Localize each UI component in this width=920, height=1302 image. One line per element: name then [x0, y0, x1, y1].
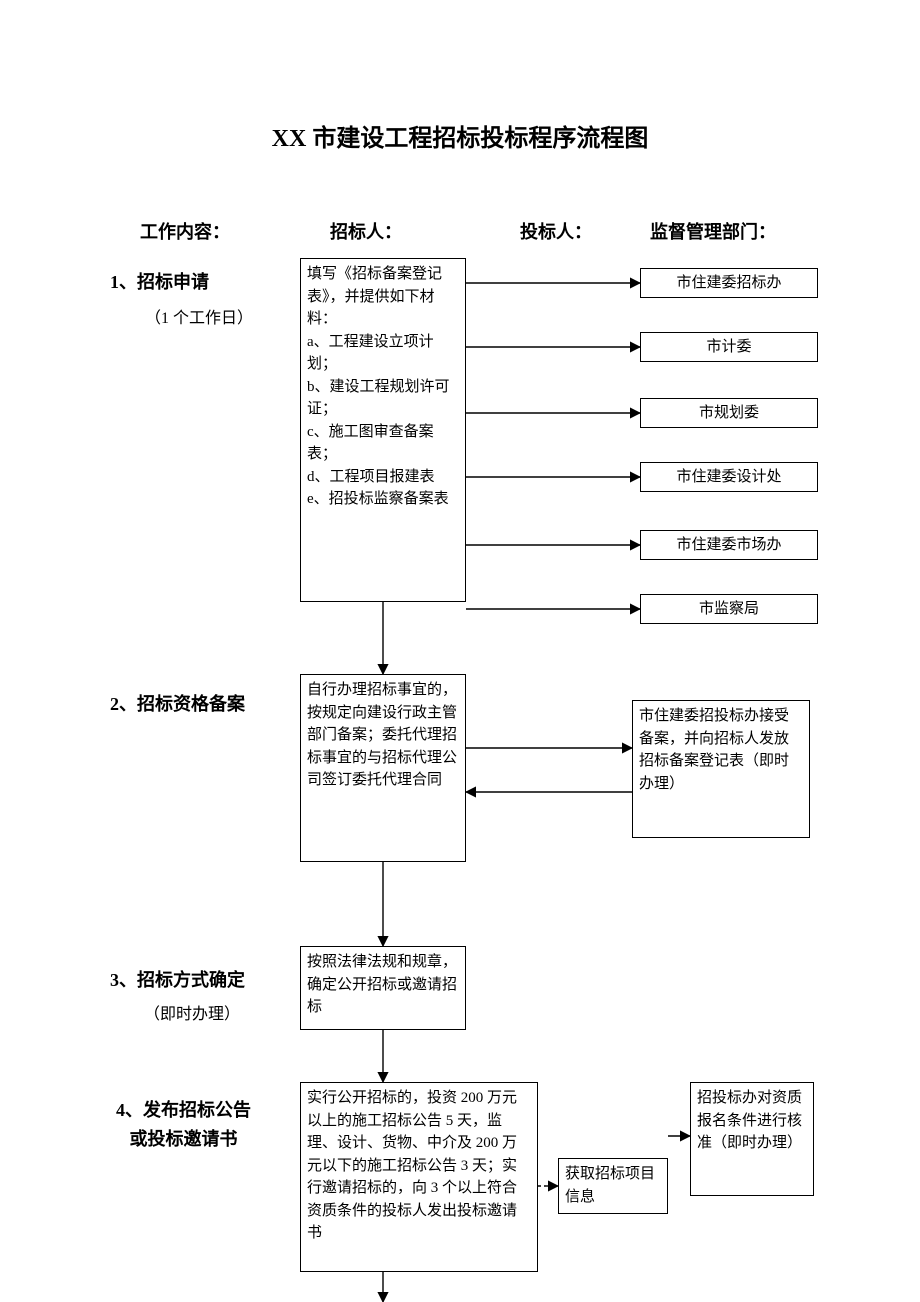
box-dept-3: 市规划委 — [640, 398, 818, 428]
row1-label: 1、招标申请 — [110, 268, 209, 294]
row3-label: 3、招标方式确定 — [110, 966, 245, 992]
box-step2-tender: 自行办理招标事宜的，按规定向建设行政主管部门备案；委托代理招标事宜的与招标代理公… — [300, 674, 466, 862]
box-dept-2: 市计委 — [640, 332, 818, 362]
row3-subnote: （即时办理） — [144, 1000, 240, 1024]
box-dept-6: 市监察局 — [640, 594, 818, 624]
box-dept-5: 市住建委市场办 — [640, 530, 818, 560]
row1-subnote: （1 个工作日） — [145, 304, 253, 328]
col-header-bidder: 投标人： — [520, 218, 592, 244]
box-dept-4: 市住建委设计处 — [640, 462, 818, 492]
box-step1-tender: 填写《招标备案登记表》，并提供如下材料： a、工程建设立项计划； b、建设工程规… — [300, 258, 466, 602]
row4-label: 4、发布招标公告 或投标邀请书 — [116, 1096, 251, 1154]
box-dept-1: 市住建委招标办 — [640, 268, 818, 298]
box-step4-tender: 实行公开招标的，投资 200 万元以上的施工招标公告 5 天，监理、设计、货物、… — [300, 1082, 538, 1272]
col-header-admin: 监督管理部门： — [650, 218, 776, 244]
box-step4-admin: 招投标办对资质报名条件进行核准（即时办理） — [690, 1082, 814, 1196]
col-header-tender: 招标人： — [330, 218, 402, 244]
box-step2-admin: 市住建委招投标办接受备案，并向招标人发放招标备案登记表（即时办理） — [632, 700, 810, 838]
row2-label: 2、招标资格备案 — [110, 690, 245, 716]
page-title: XX 市建设工程招标投标程序流程图 — [160, 118, 760, 153]
box-step3-tender: 按照法律法规和规章，确定公开招标或邀请招标 — [300, 946, 466, 1030]
box-step4-bidder: 获取招标项目信息 — [558, 1158, 668, 1214]
col-header-work: 工作内容： — [140, 218, 230, 244]
